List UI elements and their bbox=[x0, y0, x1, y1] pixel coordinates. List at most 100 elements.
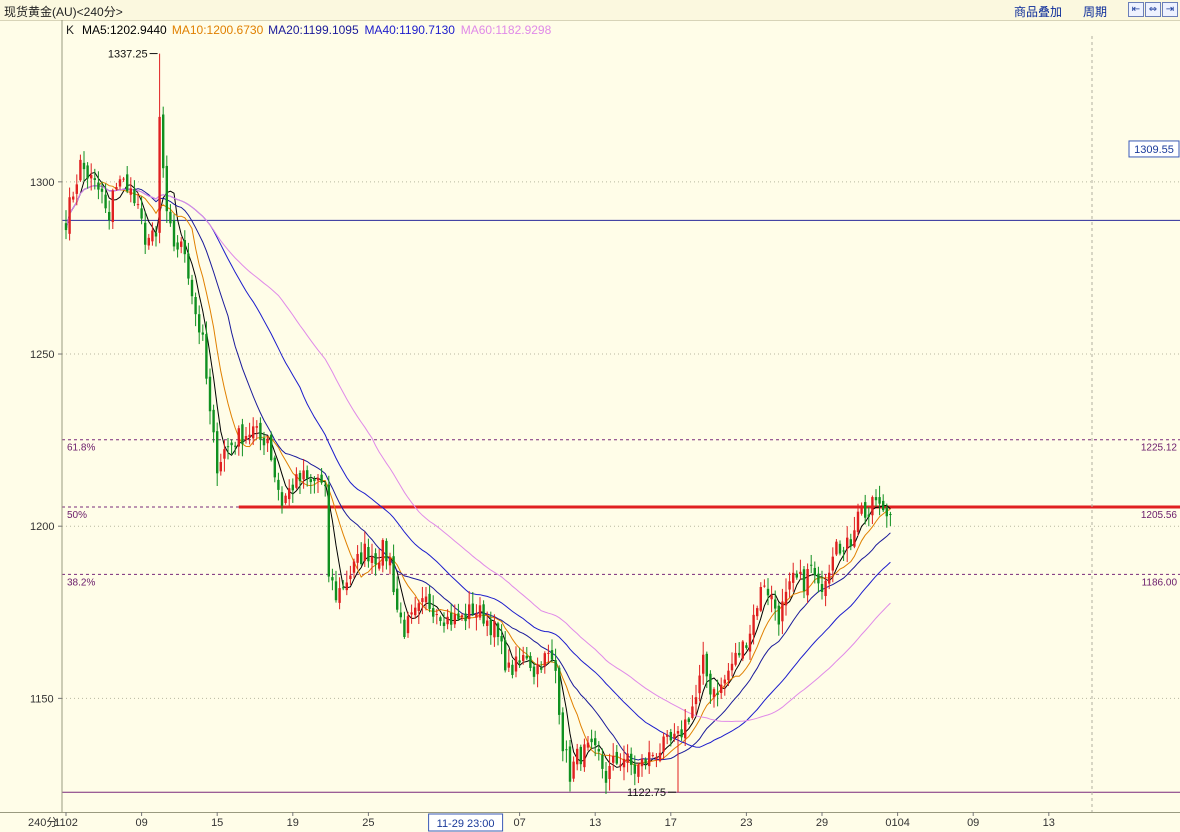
commodity-overlay-button[interactable]: 商品叠加 bbox=[1014, 5, 1063, 19]
candle bbox=[432, 595, 435, 624]
candle-body bbox=[298, 473, 302, 482]
candle bbox=[457, 603, 460, 621]
candle bbox=[68, 187, 71, 241]
candle bbox=[730, 652, 734, 677]
candle-body bbox=[144, 222, 147, 245]
candle bbox=[784, 578, 788, 616]
candle-body bbox=[194, 297, 197, 315]
candle bbox=[345, 570, 348, 596]
candle-body bbox=[176, 242, 179, 250]
candle-body bbox=[370, 556, 374, 563]
candle bbox=[734, 642, 737, 667]
candle-body bbox=[788, 581, 791, 590]
candle bbox=[702, 641, 705, 685]
candle bbox=[846, 526, 849, 563]
candle-body bbox=[885, 507, 888, 517]
candle-body bbox=[856, 511, 860, 533]
candle bbox=[568, 739, 572, 792]
candle bbox=[514, 646, 518, 678]
ma-line-5 bbox=[65, 171, 891, 768]
ma-legend-entry: MA10:1200.6730 bbox=[172, 23, 264, 37]
candle bbox=[100, 181, 104, 204]
candle bbox=[885, 503, 888, 528]
candle-body bbox=[738, 652, 741, 656]
candle bbox=[662, 732, 665, 760]
candle-body bbox=[637, 764, 640, 777]
candle bbox=[878, 485, 881, 516]
candle bbox=[72, 191, 75, 203]
candle bbox=[302, 458, 305, 489]
candle bbox=[565, 740, 568, 763]
zoom-toggle-button[interactable]: ⇔ bbox=[1145, 2, 1161, 17]
candle-body bbox=[147, 237, 150, 246]
candle bbox=[140, 196, 143, 225]
candle-body bbox=[216, 431, 219, 474]
candle bbox=[252, 417, 255, 446]
candle-body bbox=[169, 211, 172, 224]
candle-body bbox=[860, 505, 863, 514]
candle bbox=[680, 720, 683, 741]
candle bbox=[763, 579, 766, 588]
period-button[interactable]: 周期 bbox=[1083, 5, 1108, 19]
fib-level-label: 50% bbox=[67, 510, 87, 521]
candle bbox=[291, 478, 294, 503]
candle-body bbox=[784, 591, 788, 606]
candle bbox=[597, 741, 600, 761]
candle-body bbox=[810, 564, 813, 566]
candle bbox=[234, 441, 237, 455]
ma-line-10 bbox=[65, 181, 891, 766]
candle-body bbox=[410, 612, 413, 615]
candle-body bbox=[594, 738, 597, 746]
candle-body bbox=[493, 620, 496, 638]
candle bbox=[766, 578, 770, 606]
candle bbox=[144, 211, 147, 254]
candle bbox=[118, 175, 122, 190]
candle-body bbox=[205, 334, 208, 379]
candle bbox=[601, 748, 604, 779]
candle-body bbox=[313, 478, 316, 482]
candle bbox=[288, 479, 291, 508]
candle bbox=[882, 494, 885, 513]
candle-body bbox=[158, 116, 161, 233]
candle-body bbox=[702, 654, 705, 674]
candle-body bbox=[601, 755, 604, 769]
candle bbox=[532, 662, 536, 685]
candle-body bbox=[435, 614, 438, 616]
ma-legend-entry: MA20:1199.1095 bbox=[268, 23, 359, 37]
candle-body bbox=[442, 622, 446, 627]
candle-body bbox=[108, 211, 111, 221]
candle bbox=[151, 222, 154, 246]
candle bbox=[792, 562, 795, 592]
candle bbox=[324, 480, 327, 497]
fib-price-label: 1205.56 bbox=[1141, 510, 1178, 521]
candle-body bbox=[565, 749, 568, 751]
window-title-bar: 现货黄金(AU)<240分> 商品叠加 周期 ⇤ ⇔ ⇥ bbox=[0, 0, 1180, 21]
x-tick-label: 17 bbox=[665, 817, 677, 829]
candle bbox=[752, 604, 755, 645]
high-price-label: 1337.25 bbox=[108, 49, 148, 61]
candle-body bbox=[111, 190, 114, 223]
candle bbox=[666, 729, 669, 745]
candle bbox=[313, 476, 316, 494]
candle bbox=[759, 582, 762, 613]
crosshair-date-box[interactable] bbox=[428, 813, 504, 832]
candle bbox=[871, 495, 874, 525]
candle-body bbox=[234, 445, 237, 447]
candle-body bbox=[694, 697, 698, 705]
ma-line-20 bbox=[65, 185, 891, 761]
candle bbox=[727, 663, 730, 687]
scroll-left-button[interactable]: ⇤ bbox=[1128, 2, 1144, 17]
candle-body bbox=[223, 449, 226, 459]
y-tick-label: 1300 bbox=[30, 177, 54, 189]
candle bbox=[831, 547, 834, 583]
candle-body bbox=[406, 616, 410, 634]
candle-body bbox=[201, 332, 204, 335]
scroll-right-button[interactable]: ⇥ bbox=[1162, 2, 1178, 17]
candle-body bbox=[122, 178, 125, 180]
indicator-prefix: K bbox=[66, 23, 74, 37]
candle-body bbox=[75, 184, 78, 194]
candle bbox=[208, 368, 212, 425]
candle-body bbox=[723, 679, 726, 684]
candle bbox=[360, 542, 363, 566]
